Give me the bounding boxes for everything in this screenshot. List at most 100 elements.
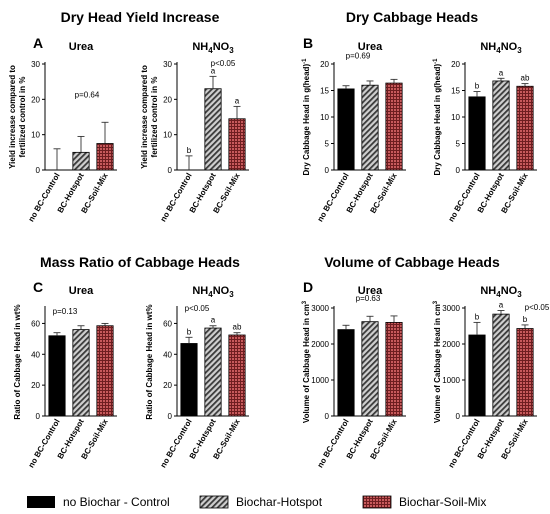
- y-tick-label: 3000: [311, 304, 329, 313]
- bar: [228, 118, 246, 171]
- bar: [96, 325, 114, 417]
- bar: [228, 334, 246, 417]
- y-tick-label: 1000: [311, 376, 329, 385]
- chart-a-nh4no3: NH4NO3 0 10 20 30 Yield increase compared tof…: [140, 41, 249, 223]
- section-title-a: Dry Head Yield Increase: [61, 9, 220, 25]
- significance-letter: a: [499, 301, 504, 310]
- legend-label-soilmix: Biochar-Soil-Mix: [399, 495, 486, 509]
- bar: [385, 321, 403, 417]
- p-value: p=0.69: [346, 52, 371, 61]
- panel-letter-b: B: [303, 35, 313, 51]
- significance-letter: b: [187, 327, 192, 336]
- y-tick-label: 0: [168, 412, 173, 421]
- section-title-c: Mass Ratio of Cabbage Heads: [40, 254, 240, 270]
- legend-swatch-control: [27, 496, 55, 508]
- x-tick-label: no BC-Control: [316, 418, 351, 470]
- panel-subtitle: NH4NO3: [480, 41, 522, 55]
- bar: [516, 85, 534, 171]
- y-tick-label: 20: [163, 95, 172, 104]
- section-title-d: Volume of Cabbage Heads: [324, 254, 500, 270]
- y-tick-label: 0: [325, 412, 330, 421]
- significance-letter: b: [475, 312, 480, 321]
- bar: [385, 82, 403, 171]
- x-tick-label: no BC-Control: [316, 172, 351, 224]
- y-tick-label: 10: [163, 131, 172, 140]
- bar: [72, 329, 90, 417]
- bar: [337, 88, 355, 171]
- y-tick-label: 1000: [442, 376, 460, 385]
- bar: [516, 328, 534, 417]
- chart-c-urea: Urea 0 20 40 60 Ratio of Cabbage Head in wt% n…: [13, 285, 117, 469]
- panel-letter-c: C: [33, 279, 43, 295]
- y-tick-label: 15: [320, 87, 329, 96]
- y-tick-label: 60: [163, 319, 172, 328]
- panel-subtitle: Urea: [358, 41, 383, 53]
- y-tick-label: 0: [36, 166, 41, 175]
- significance-letter: b: [475, 82, 480, 91]
- y-tick-label: 5: [456, 140, 461, 149]
- y-axis-label: Dry Cabbage Head in g(head)-1: [433, 58, 442, 176]
- significance-letter: a: [499, 68, 504, 77]
- y-axis-label: Dry Cabbage Head in g(head)-1: [302, 58, 311, 176]
- p-value: p=0.64: [75, 91, 100, 100]
- significance-letter: b: [523, 315, 528, 324]
- y-axis-label: Ratio of Cabbage Head in wt%: [13, 304, 22, 419]
- x-tick-label: no BC-Control: [27, 172, 62, 224]
- y-tick-label: 20: [31, 381, 40, 390]
- p-value: p=0.63: [356, 294, 381, 303]
- panel-subtitle: NH4NO3: [192, 285, 234, 299]
- bar: [361, 84, 379, 171]
- y-tick-label: 60: [31, 319, 40, 328]
- x-tick-label: no BC-Control: [447, 172, 482, 224]
- significance-letter: a: [211, 316, 216, 325]
- y-tick-label: 0: [456, 412, 461, 421]
- y-axis-label: Volume of Cabbage Head in cm3: [433, 300, 442, 423]
- significance-letter: a: [211, 66, 216, 75]
- y-axis-label: Yield increase compared tofertilized con…: [140, 65, 159, 169]
- bar: [72, 151, 90, 171]
- bar: [361, 321, 379, 417]
- chart-c-nh4no3: NH4NO3 0 20 40 60 Ratio of Cabbage Head in wt…: [145, 285, 249, 469]
- p-value: p<0.05: [525, 303, 550, 312]
- y-tick-label: 2000: [311, 340, 329, 349]
- panel-subtitle: Urea: [69, 285, 94, 297]
- y-tick-label: 15: [451, 87, 460, 96]
- legend: no Biochar - Control Biochar-Hotspot Bio…: [27, 495, 486, 509]
- legend-swatch-hotspot: [199, 495, 229, 509]
- x-tick-label: no BC-Control: [159, 418, 194, 470]
- bar: [468, 334, 486, 417]
- y-tick-label: 40: [31, 350, 40, 359]
- y-tick-label: 20: [451, 60, 460, 69]
- panel-subtitle: NH4NO3: [480, 285, 522, 299]
- significance-letter: ab: [521, 74, 530, 83]
- y-axis-label: Volume of Cabbage Head in cm3: [302, 300, 311, 423]
- x-tick-label: no BC-Control: [27, 418, 62, 470]
- bar: [48, 335, 66, 417]
- y-tick-label: 2000: [442, 340, 460, 349]
- p-value: p=0.13: [53, 307, 78, 316]
- panel-letter-a: A: [33, 35, 43, 51]
- significance-letter: ab: [233, 323, 242, 332]
- y-axis-label: Yield increase compared tofertilized con…: [8, 65, 27, 169]
- chart-b-urea: Urea 0 5 10 15 20 Dry Cabbage Head in g(head)-…: [302, 41, 406, 223]
- bar: [204, 88, 222, 171]
- y-tick-label: 20: [163, 381, 172, 390]
- panel-subtitle: NH4NO3: [192, 41, 234, 55]
- y-tick-label: 0: [168, 166, 173, 175]
- p-value: p<0.05: [211, 59, 236, 68]
- y-tick-label: 40: [163, 350, 172, 359]
- y-tick-label: 10: [451, 113, 460, 122]
- y-tick-label: 5: [325, 140, 330, 149]
- x-tick-label: no BC-Control: [447, 418, 482, 470]
- panel-subtitle: Urea: [358, 285, 383, 297]
- y-tick-label: 3000: [442, 304, 460, 313]
- p-value: p<0.05: [185, 304, 210, 313]
- y-tick-label: 30: [31, 60, 40, 69]
- panel-letter-d: D: [303, 279, 313, 295]
- chart-a-urea: Urea 0 10 20 30 Yield increase compared tofer…: [8, 41, 117, 223]
- bar: [180, 343, 198, 417]
- significance-letter: a: [235, 96, 240, 105]
- bar: [492, 80, 510, 171]
